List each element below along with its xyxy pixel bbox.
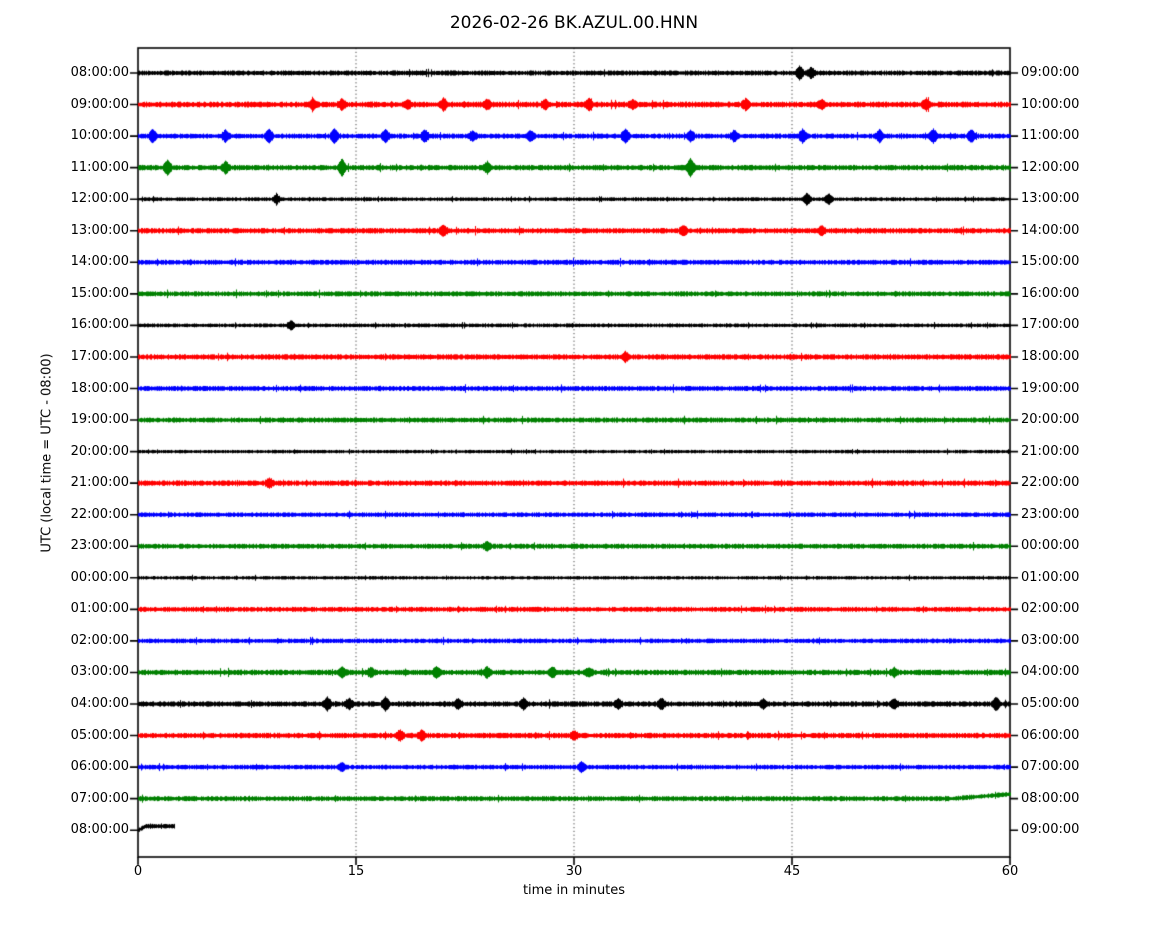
y-tick-label-right: 09:00:00 bbox=[1021, 65, 1080, 80]
y-tick-label-right: 03:00:00 bbox=[1021, 633, 1080, 648]
y-tick-label-right: 08:00:00 bbox=[1021, 791, 1080, 806]
y-tick-label-right: 09:00:00 bbox=[1021, 822, 1080, 837]
y-tick-label-left: 11:00:00 bbox=[70, 160, 129, 175]
y-tick-label-right: 15:00:00 bbox=[1021, 254, 1080, 269]
y-tick-label-left: 15:00:00 bbox=[70, 286, 129, 301]
y-tick-label-left: 12:00:00 bbox=[70, 191, 129, 206]
y-tick-label-left: 17:00:00 bbox=[70, 349, 129, 364]
y-tick-label-left: 06:00:00 bbox=[70, 759, 129, 774]
y-tick-label-left: 01:00:00 bbox=[70, 601, 129, 616]
x-tick-label: 30 bbox=[565, 864, 583, 879]
y-tick-label-left: 00:00:00 bbox=[70, 570, 129, 585]
y-tick-label-left: 07:00:00 bbox=[70, 791, 129, 806]
y-tick-label-right: 20:00:00 bbox=[1021, 412, 1080, 427]
y-tick-label-right: 22:00:00 bbox=[1021, 475, 1080, 490]
x-tick-label: 15 bbox=[347, 864, 365, 879]
y-tick-label-left: 23:00:00 bbox=[70, 538, 129, 553]
y-tick-label-left: 04:00:00 bbox=[70, 696, 129, 711]
y-tick-label-right: 16:00:00 bbox=[1021, 286, 1080, 301]
y-tick-label-left: 02:00:00 bbox=[70, 633, 129, 648]
y-tick-label-right: 12:00:00 bbox=[1021, 160, 1080, 175]
y-tick-label-right: 21:00:00 bbox=[1021, 444, 1080, 459]
x-tick-label: 45 bbox=[783, 864, 801, 879]
y-tick-label-right: 06:00:00 bbox=[1021, 728, 1080, 743]
y-tick-label-left: 10:00:00 bbox=[70, 128, 129, 143]
y-tick-label-left: 20:00:00 bbox=[70, 444, 129, 459]
x-axis-label: time in minutes bbox=[522, 883, 626, 898]
y-tick-label-left: 08:00:00 bbox=[70, 822, 129, 837]
y-tick-label-left: 09:00:00 bbox=[70, 97, 129, 112]
y-tick-label-right: 10:00:00 bbox=[1021, 97, 1080, 112]
y-tick-label-left: 03:00:00 bbox=[70, 664, 129, 679]
y-tick-label-left: 08:00:00 bbox=[70, 65, 129, 80]
y-tick-label-right: 23:00:00 bbox=[1021, 507, 1080, 522]
y-tick-label-right: 18:00:00 bbox=[1021, 349, 1080, 364]
chart-title: 2026-02-26 BK.AZUL.00.HNN bbox=[449, 13, 699, 33]
y-tick-label-left: 14:00:00 bbox=[70, 254, 129, 269]
x-tick-label: 0 bbox=[133, 864, 143, 879]
y-tick-label-right: 07:00:00 bbox=[1021, 759, 1080, 774]
y-tick-label-right: 01:00:00 bbox=[1021, 570, 1080, 585]
y-tick-label-right: 13:00:00 bbox=[1021, 191, 1080, 206]
y-tick-label-left: 19:00:00 bbox=[70, 412, 129, 427]
y-tick-label-right: 17:00:00 bbox=[1021, 317, 1080, 332]
y-tick-label-left: 05:00:00 bbox=[70, 728, 129, 743]
y-tick-label-right: 11:00:00 bbox=[1021, 128, 1080, 143]
y-tick-label-right: 02:00:00 bbox=[1021, 601, 1080, 616]
y-tick-label-right: 05:00:00 bbox=[1021, 696, 1080, 711]
y-tick-label-left: 21:00:00 bbox=[70, 475, 129, 490]
x-tick-label: 60 bbox=[1001, 864, 1019, 879]
y-tick-label-right: 04:00:00 bbox=[1021, 664, 1080, 679]
y-tick-label-left: 22:00:00 bbox=[70, 507, 129, 522]
y-tick-label-right: 19:00:00 bbox=[1021, 381, 1080, 396]
y-tick-label-right: 14:00:00 bbox=[1021, 223, 1080, 238]
y-tick-label-left: 16:00:00 bbox=[70, 317, 129, 332]
y-tick-label-left: 18:00:00 bbox=[70, 381, 129, 396]
y-tick-label-left: 13:00:00 bbox=[70, 223, 129, 238]
y-tick-label-right: 00:00:00 bbox=[1021, 538, 1080, 553]
